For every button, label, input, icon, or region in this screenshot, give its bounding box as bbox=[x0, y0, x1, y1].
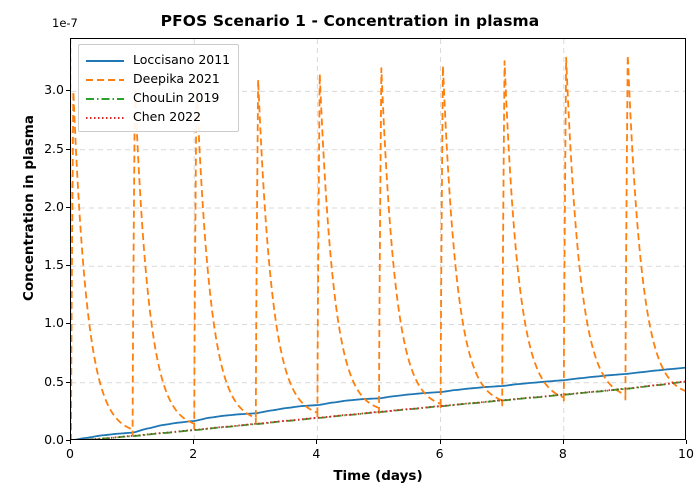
legend-item-deepika-2021[interactable]: Deepika 2021 bbox=[85, 69, 230, 88]
legend-item-loccisano-2011[interactable]: Loccisano 2011 bbox=[85, 50, 230, 69]
y-tick-label: 2.5 bbox=[44, 140, 64, 156]
legend-label: Chen 2022 bbox=[133, 109, 202, 124]
y-tick-label: 2.0 bbox=[44, 198, 64, 214]
legend-line-swatch bbox=[85, 91, 125, 105]
y-axis-offset-label: 1e-7 bbox=[52, 16, 78, 30]
x-tick-mark bbox=[562, 440, 564, 444]
y-tick-label: 3.0 bbox=[44, 82, 64, 98]
x-tick-label: 6 bbox=[435, 446, 444, 461]
y-tick-mark bbox=[66, 323, 70, 325]
y-tick-mark bbox=[66, 206, 70, 208]
legend-item-choulin-2019[interactable]: ChouLin 2019 bbox=[85, 88, 230, 107]
legend-label: Deepika 2021 bbox=[133, 71, 220, 86]
legend-line-swatch bbox=[85, 53, 125, 67]
legend-line-swatch bbox=[85, 110, 125, 124]
y-tick-mark bbox=[66, 440, 70, 441]
page-title: PFOS Scenario 1 - Concentration in plasm… bbox=[160, 12, 540, 30]
x-tick-mark bbox=[70, 440, 71, 444]
y-tick-mark bbox=[66, 265, 70, 267]
legend-label: ChouLin 2019 bbox=[133, 90, 220, 105]
x-tick-label: 0 bbox=[66, 446, 74, 461]
x-tick-mark bbox=[193, 440, 195, 444]
curve-choulin-2019 bbox=[85, 380, 685, 439]
y-tick-mark bbox=[66, 148, 70, 150]
legend-item-chen-2022[interactable]: Chen 2022 bbox=[85, 107, 230, 126]
legend-line-swatch bbox=[85, 72, 125, 86]
curve-deepika-2021 bbox=[71, 54, 685, 439]
y-tick-label: 1.0 bbox=[44, 315, 64, 331]
x-tick-label: 2 bbox=[189, 446, 198, 461]
y-tick-mark bbox=[66, 90, 70, 92]
x-tick-label: 8 bbox=[558, 446, 567, 461]
curve-chen-2022 bbox=[85, 380, 685, 439]
y-tick-label: 0.0 bbox=[44, 432, 64, 447]
x-tick-mark bbox=[686, 440, 687, 444]
y-tick-label: 0.5 bbox=[44, 373, 64, 389]
x-tick-label: 4 bbox=[312, 446, 321, 461]
legend-label: Loccisano 2011 bbox=[133, 52, 231, 67]
x-tick-label: 10 bbox=[678, 446, 694, 461]
data-curves bbox=[71, 54, 685, 439]
x-axis-title: Time (days) bbox=[333, 468, 423, 484]
y-tick-mark bbox=[66, 381, 70, 383]
y-tick-label: 1.5 bbox=[44, 257, 64, 273]
x-tick-mark bbox=[439, 440, 441, 444]
legend: Loccisano 2011 Deepika 2021 ChouLin 2019 Ch… bbox=[78, 44, 240, 132]
x-tick-mark bbox=[316, 440, 318, 444]
